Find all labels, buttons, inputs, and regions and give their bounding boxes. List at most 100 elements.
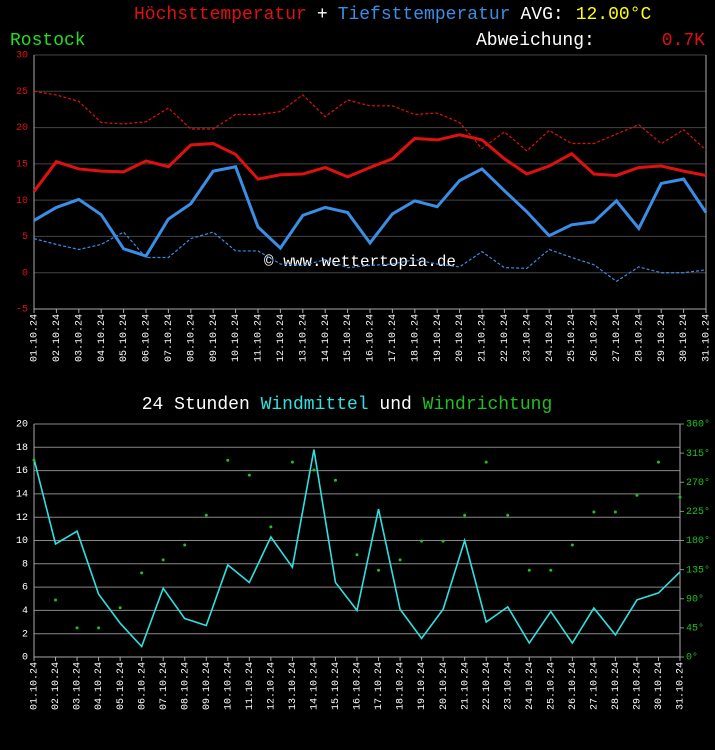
y-tick-label: 0: [22, 653, 28, 664]
x-tick-label: 19.10.24: [417, 662, 428, 710]
x-tick-label: 11.10.24: [254, 314, 265, 362]
series-name: Windmittel: [261, 395, 369, 415]
x-tick-label: 06.10.24: [142, 314, 153, 362]
direction-dot: [312, 468, 316, 472]
x-tick-label: 15.10.24: [343, 314, 354, 362]
max-label: Höchsttemperatur: [134, 5, 307, 25]
x-tick-label: 15.10.24: [331, 662, 342, 710]
x-tick-label: 14.10.24: [321, 314, 332, 362]
y2-tick-label: 360°: [686, 419, 710, 431]
x-tick-label: 03.10.24: [73, 662, 84, 710]
direction-dot: [635, 493, 639, 497]
series-name: Windrichtung: [423, 395, 553, 415]
y2-tick-label: 135°: [686, 564, 710, 576]
y2-tick-label: 270°: [686, 477, 710, 489]
x-tick-label: 09.10.24: [202, 662, 213, 710]
x-tick-label: 25.10.24: [546, 662, 557, 710]
x-tick-label: 27.10.24: [612, 314, 623, 362]
direction-dot: [247, 473, 251, 477]
direction-dot: [549, 568, 553, 572]
direction-dot: [204, 513, 208, 517]
x-tick-label: 21.10.24: [460, 662, 471, 710]
x-tick-label: 16.10.24: [353, 662, 364, 710]
x-tick-label: 28.10.24: [611, 662, 622, 710]
direction-dot: [226, 458, 230, 462]
direction-dot: [527, 568, 531, 572]
avg-label: AVG:: [520, 5, 563, 25]
x-tick-label: 26.10.24: [590, 314, 601, 362]
x-tick-label: 23.10.24: [503, 662, 514, 710]
direction-dot: [355, 553, 359, 557]
y-tick-label: 12: [16, 513, 28, 524]
x-tick-label: 13.10.24: [288, 662, 299, 710]
direction-dot: [420, 539, 424, 543]
y-tick-label: 18: [16, 443, 28, 454]
deviation: 0.7K: [662, 31, 705, 51]
x-tick-label: 06.10.24: [137, 662, 148, 710]
x-tick-label: 13.10.24: [298, 314, 309, 362]
x-tick-label: 21.10.24: [478, 314, 489, 362]
y-tick-label: 14: [16, 490, 28, 501]
x-tick-label: 08.10.24: [186, 314, 197, 362]
x-tick-label: 17.10.24: [374, 662, 385, 710]
x-tick-label: 01.10.24: [30, 314, 41, 362]
x-tick-label: 02.10.24: [52, 314, 63, 362]
direction-dot: [140, 571, 144, 575]
direction-dot: [678, 495, 682, 499]
x-tick-label: 29.10.24: [657, 314, 668, 362]
x-tick-label: 09.10.24: [209, 314, 220, 362]
series-line: [33, 231, 707, 283]
direction-dot: [54, 598, 58, 602]
x-tick-label: 18.10.24: [410, 314, 421, 362]
x-tick-label: 07.10.24: [159, 662, 170, 710]
x-tick-label: 10.10.24: [231, 314, 242, 362]
min-label: Tiefsttemperatur: [338, 5, 511, 25]
x-tick-label: 10.10.24: [223, 662, 234, 710]
y-tick-label: 20: [16, 123, 28, 134]
y2-tick-label: 90°: [686, 593, 704, 605]
x-tick-label: 14.10.24: [310, 662, 321, 710]
x-tick-label: 03.10.24: [74, 314, 85, 362]
direction-dot: [506, 513, 510, 517]
y-tick-label: 5: [22, 232, 28, 243]
y-tick-label: 16: [16, 466, 28, 477]
x-tick-label: 22.10.24: [482, 662, 493, 710]
header: Höchsttemperatur + Tiefsttemperatur AVG: 12.…: [134, 5, 651, 25]
x-tick-label: 24.10.24: [545, 314, 556, 362]
x-tick-label: 22.10.24: [500, 314, 511, 362]
direction-dot: [484, 460, 488, 464]
x-tick-label: 17.10.24: [388, 314, 399, 362]
plus: +: [317, 5, 328, 25]
series-line: [32, 133, 707, 193]
series-line: [33, 165, 708, 258]
avg-value: 12.00°C: [576, 5, 652, 25]
direction-dot: [183, 543, 187, 547]
direction-dot: [441, 539, 445, 543]
series-line: [33, 449, 681, 649]
y-tick-label: 2: [22, 629, 28, 640]
y-tick-label: 8: [22, 559, 28, 570]
direction-dot: [570, 543, 574, 547]
y2-tick-label: 0°: [686, 652, 698, 664]
direction-dot: [269, 525, 273, 529]
title-joiner: und: [379, 395, 411, 415]
title-prefix: 24 Stunden: [142, 395, 250, 415]
direction-dot: [398, 558, 402, 562]
direction-dot: [161, 558, 165, 562]
x-tick-label: 20.10.24: [455, 314, 466, 362]
y2-tick-label: 315°: [686, 448, 710, 460]
y-tick-label: 25: [16, 87, 28, 98]
x-tick-label: 29.10.24: [633, 662, 644, 710]
y2-tick-label: 45°: [686, 623, 704, 635]
direction-dot: [463, 513, 467, 517]
x-tick-label: 01.10.24: [30, 662, 41, 710]
x-tick-label: 26.10.24: [568, 662, 579, 710]
x-tick-label: 12.10.24: [276, 314, 287, 362]
direction-dot: [377, 568, 381, 572]
x-tick-label: 24.10.24: [525, 662, 536, 710]
direction-dot: [118, 606, 122, 610]
x-tick-label: 23.10.24: [522, 314, 533, 362]
deviation-label: Abweichung:: [476, 31, 595, 51]
